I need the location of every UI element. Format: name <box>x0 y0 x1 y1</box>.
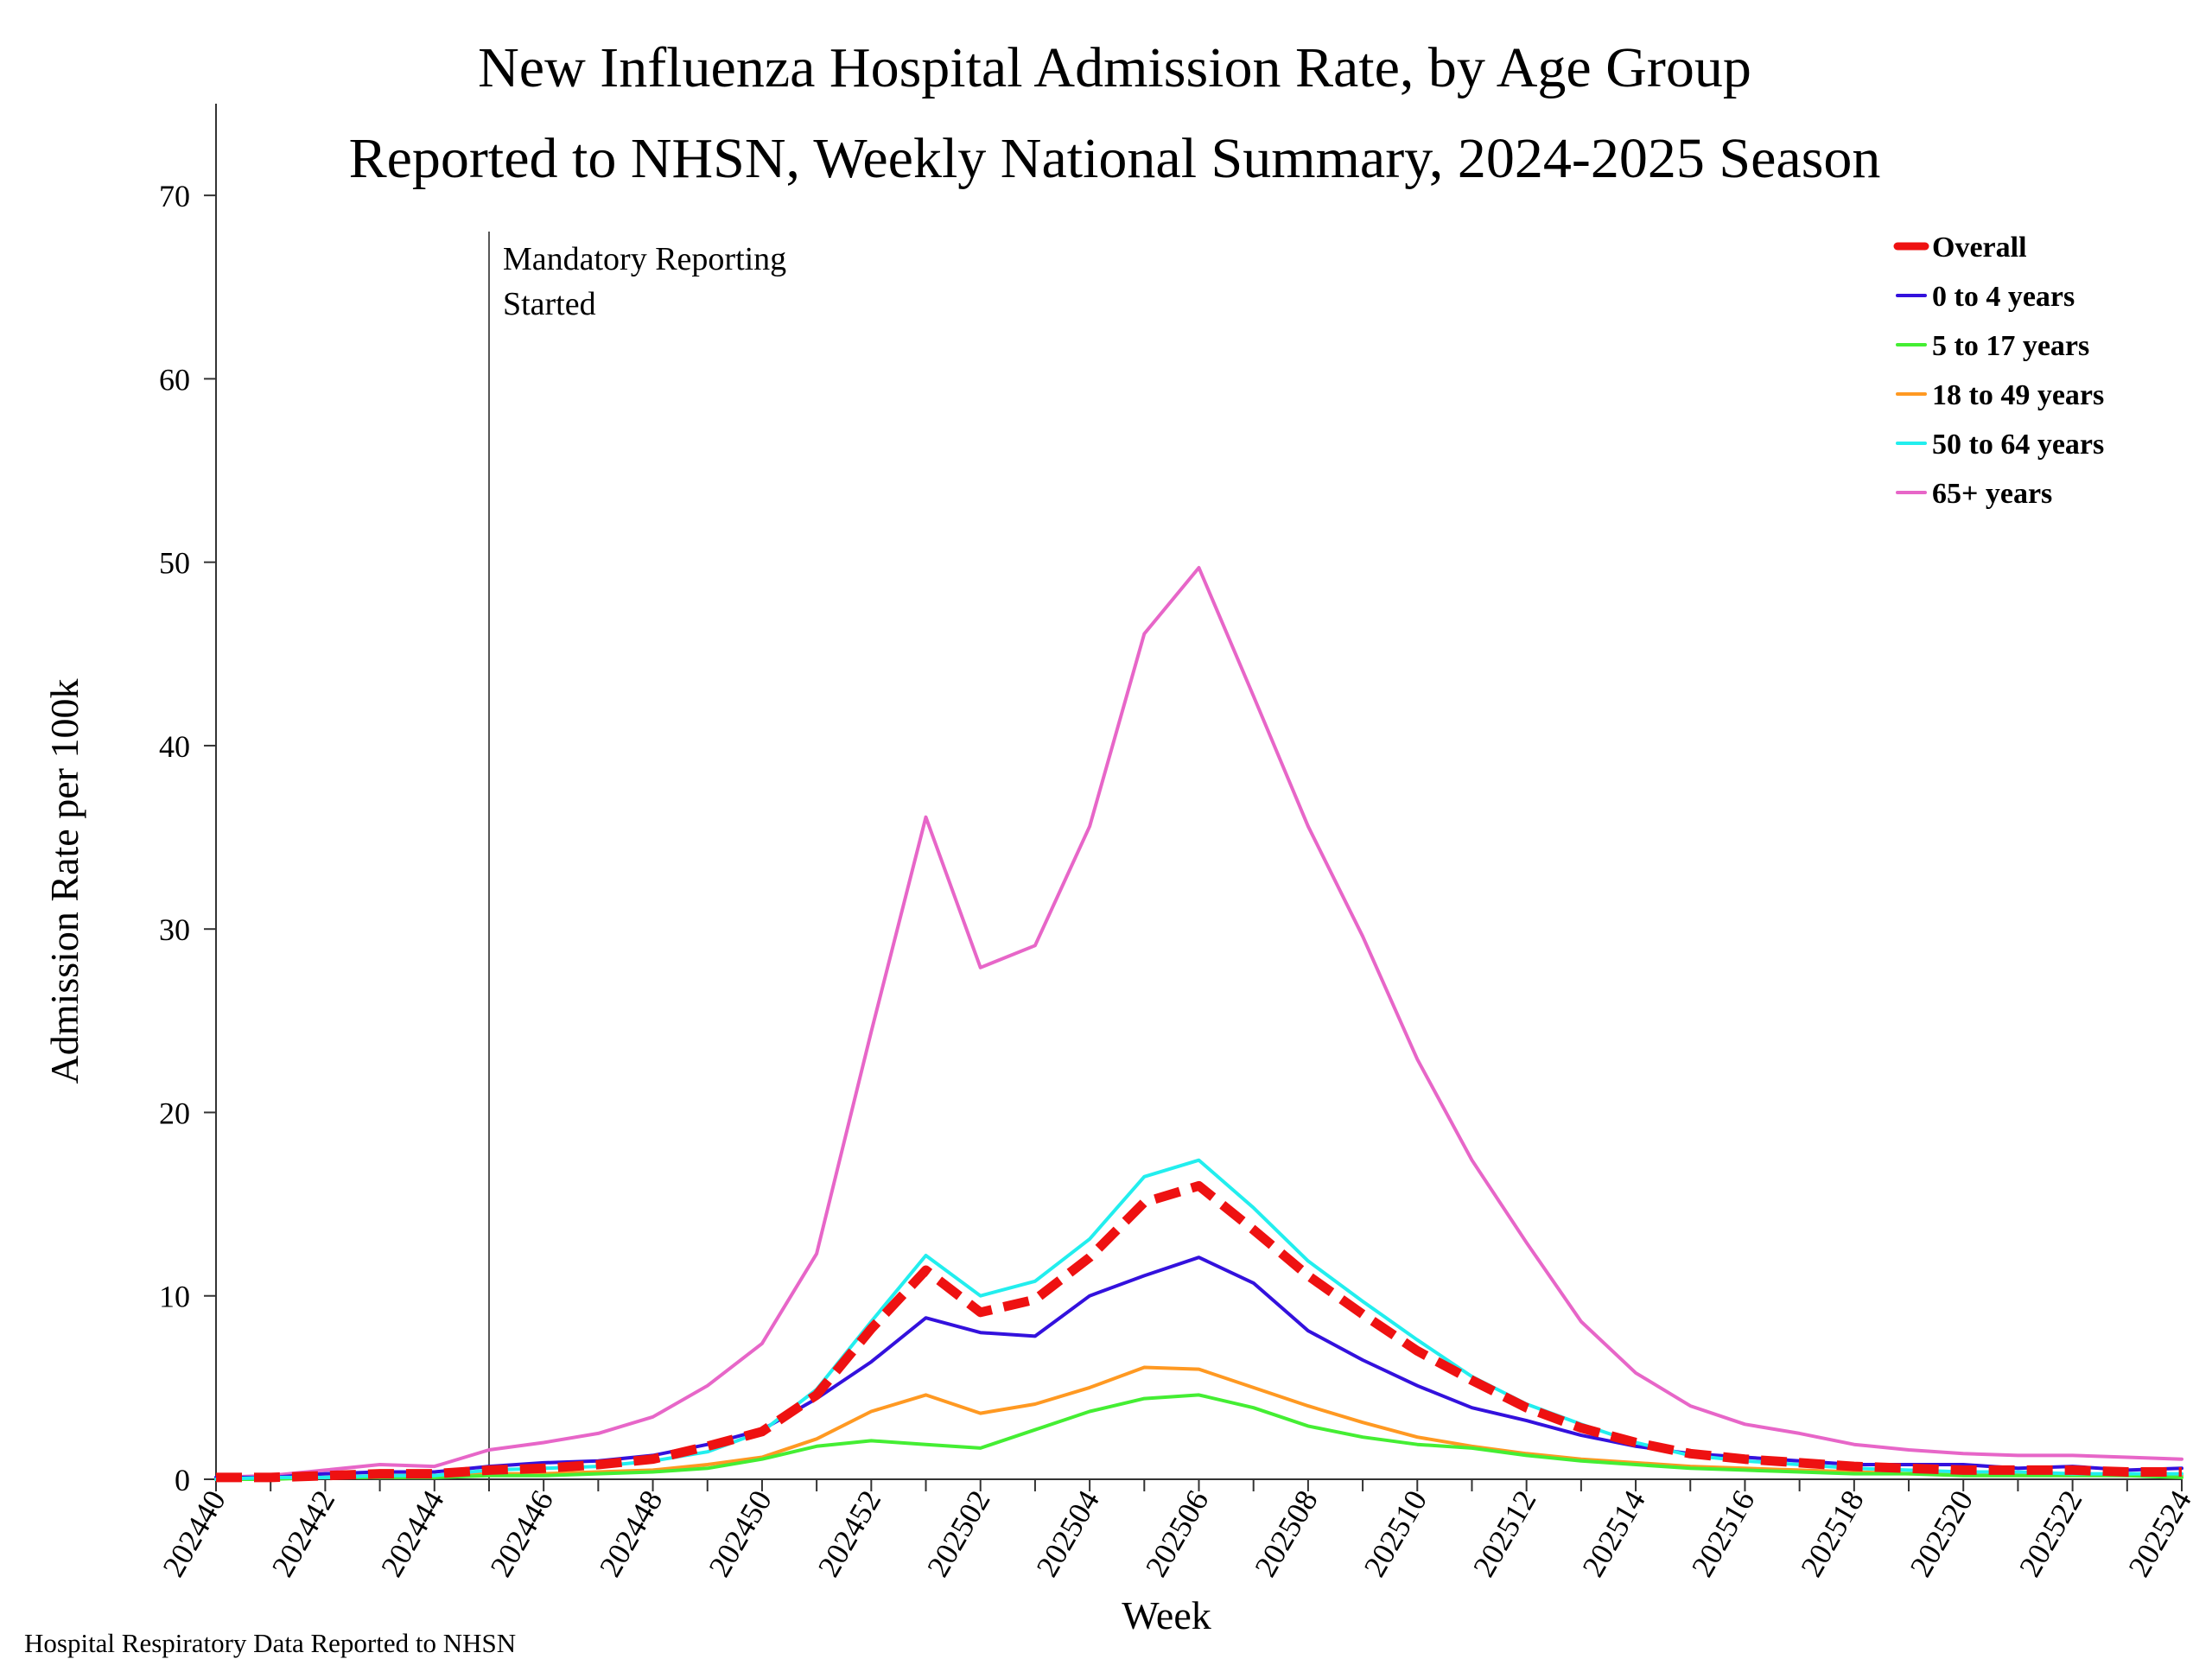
y-tick-label: 10 <box>159 1280 190 1314</box>
x-tick-label: 202446 <box>483 1484 560 1583</box>
legend-label-overall: Overall <box>1932 232 2027 264</box>
y-tick-label: 40 <box>159 729 190 764</box>
y-tick-label: 50 <box>159 546 190 581</box>
y-tick-label: 70 <box>159 179 190 213</box>
x-axis-title: Week <box>1122 1593 1211 1637</box>
y-tick-label: 0 <box>175 1463 190 1497</box>
x-tick-label: 202518 <box>1794 1484 1871 1583</box>
x-axis-ticks: 202440 202442 202444 202446 202448 202450 2024… <box>156 1479 2198 1583</box>
legend-label-50-to-64-years: 50 to 64 years <box>1932 429 2104 461</box>
series-line-overall <box>216 1180 2182 1483</box>
legend-label-5-to-17-years: 5 to 17 years <box>1932 330 2089 362</box>
y-axis-title: Admission Rate per 100k <box>42 679 86 1084</box>
x-tick-label: 202524 <box>2121 1484 2198 1583</box>
x-tick-label: 202522 <box>2012 1484 2089 1583</box>
x-tick-label: 202512 <box>1466 1484 1543 1583</box>
y-tick-label: 20 <box>159 1096 190 1130</box>
y-axis-ticks: 0 10 20 30 40 50 60 70 <box>159 179 216 1497</box>
x-tick-label: 202506 <box>1139 1484 1216 1583</box>
x-tick-label: 202504 <box>1029 1484 1106 1583</box>
legend-label-0-to-4-years: 0 to 4 years <box>1932 281 2075 313</box>
y-tick-label: 30 <box>159 912 190 947</box>
series-line-5-to-17-years <box>214 1393 2183 1481</box>
x-tick-label: 202508 <box>1248 1484 1325 1583</box>
x-tick-label: 202514 <box>1575 1484 1652 1583</box>
chart-title: New Influenza Hospital Admission Rate, b… <box>478 36 1751 99</box>
mandatory-reporting-annotation: Mandatory Reporting Started <box>487 232 786 1479</box>
y-tick-label: 60 <box>159 362 190 397</box>
x-tick-label: 202442 <box>265 1484 342 1583</box>
series-lines <box>214 566 2183 1483</box>
series-line-18-to-49-years <box>214 1365 2183 1481</box>
series-line-50-to-64-years <box>214 1158 2183 1481</box>
annotation-line-2: Started <box>503 286 596 322</box>
x-tick-label: 202448 <box>593 1484 670 1583</box>
chart-subtitle: Reported to NHSN, Weekly National Summar… <box>349 127 1881 190</box>
legend-label-18-to-49-years: 18 to 49 years <box>1932 379 2104 411</box>
legend: Overall 0 to 4 years 5 to 17 years 18 to 49… <box>1893 232 2104 510</box>
x-tick-label: 202510 <box>1357 1484 1434 1583</box>
x-tick-label: 202450 <box>702 1484 779 1583</box>
x-tick-label: 202520 <box>1904 1484 1980 1583</box>
series-line-0-to-4-years <box>214 1255 2183 1479</box>
x-tick-label: 202452 <box>811 1484 888 1583</box>
x-tick-label: 202516 <box>1685 1484 1762 1583</box>
legend-label-65plus-years: 65+ years <box>1932 478 2052 510</box>
x-tick-label: 202444 <box>374 1484 451 1583</box>
series-line-65plus-years <box>214 566 2183 1479</box>
annotation-line-1: Mandatory Reporting <box>503 241 786 277</box>
x-tick-label: 202440 <box>156 1484 232 1583</box>
x-tick-label: 202502 <box>920 1484 997 1583</box>
footer-source: Hospital Respiratory Data Reported to NH… <box>24 1628 516 1658</box>
